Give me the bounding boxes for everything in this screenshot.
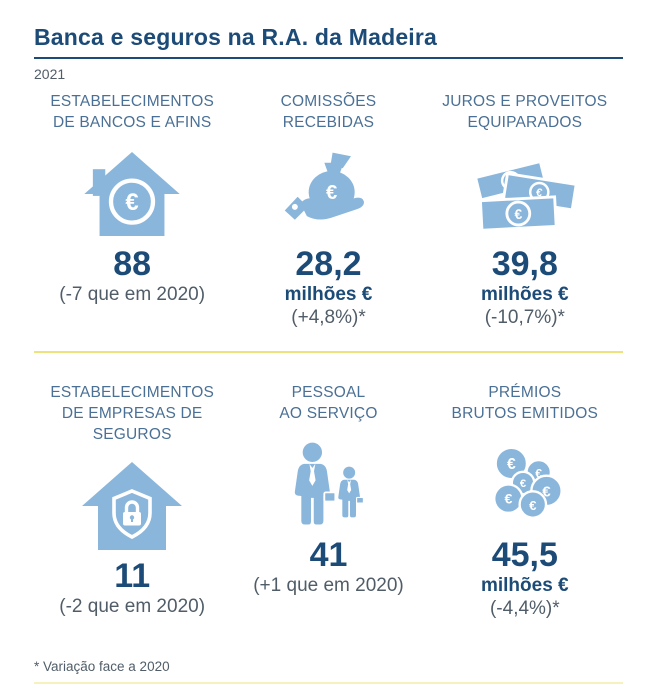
panel-bancos-afins: ESTABELECIMENTOS DE BANCOS E AFINS € 88 … [34, 92, 230, 329]
euro-symbol: € [529, 498, 537, 513]
panel-title-line: ESTABELECIMENTOS [50, 93, 215, 110]
stat-change: (-7 que em 2020) [59, 283, 206, 305]
panel-title-line: PRÉMIOS [488, 384, 562, 402]
section-divider [34, 351, 623, 354]
panel-premios: PRÉMIOS BRUTOS EMITIDOS € € € € € € [427, 383, 623, 620]
panel-title-line: COMISSÕES [280, 93, 377, 110]
panel-title: JUROS E PROVEITOS EQUIPARADOS [442, 92, 607, 134]
stat-value: 41 [309, 536, 348, 575]
icon-box: € [84, 148, 180, 240]
stats-row-insurance: ESTABELECIMENTOS DE EMPRESAS DE SEGUROS … [34, 383, 623, 620]
stat-value: 88 [113, 245, 152, 283]
bottom-accent-line [34, 682, 623, 684]
stat-change: (-2 que em 2020) [59, 595, 206, 617]
panel-title: ESTABELECIMENTOS DE BANCOS E AFINS [50, 92, 214, 134]
stat-unit: milhões € [480, 574, 569, 596]
stat-unit: milhões € [284, 283, 373, 305]
stat-change: (-10,7%)* [484, 306, 565, 328]
euro-coins-icon: € € € € € € [492, 446, 563, 519]
panel-juros: JUROS E PROVEITOS EQUIPARADOS € € [427, 92, 623, 329]
icon-box: € € € [466, 148, 584, 240]
footnote: * Variação face a 2020 [34, 659, 170, 674]
stat-value: 39,8 [491, 245, 558, 283]
panel-title-line: DE BANCOS E AFINS [52, 113, 212, 131]
panel-title: PESSOAL AO SERVIÇO [279, 383, 377, 425]
euro-symbol: € [520, 478, 527, 490]
euro-symbol: € [542, 483, 551, 500]
panel-title-line: AO SERVIÇO [279, 404, 378, 422]
euro-symbol: € [126, 189, 139, 216]
stat-change: (+4,8%)* [291, 306, 366, 328]
panel-comissoes: COMISSÕES RECEBIDAS € 28,2 milhões € (+4… [230, 92, 426, 329]
page-title: Banca e seguros na R.A. da Madeira [34, 24, 438, 50]
panel-title-line: JUROS E PROVEITOS [442, 93, 608, 110]
icon-box: € € € € € € [476, 439, 574, 531]
shield-lock-house-icon [82, 461, 183, 550]
title-block: Banca e seguros na R.A. da Madeira [34, 24, 623, 59]
footer: * Variação face a 2020 [34, 659, 623, 684]
stat-value: 45,5 [491, 536, 558, 575]
panel-seguros: ESTABELECIMENTOS DE EMPRESAS DE SEGUROS … [34, 383, 230, 620]
panel-title-line: RECEBIDAS [282, 113, 375, 131]
stats-row-banking: ESTABELECIMENTOS DE BANCOS E AFINS € 88 … [34, 92, 623, 329]
panel-title-line: PESSOAL [291, 384, 366, 402]
banknotes-euro-icon: € € € [473, 159, 578, 232]
panel-title: COMISSÕES RECEBIDAS [281, 92, 377, 134]
year-label: 2021 [34, 66, 66, 82]
stat-value: 28,2 [295, 245, 362, 283]
panel-pessoal: PESSOAL AO SERVIÇO [230, 383, 426, 620]
bank-house-euro-icon: € [84, 152, 180, 236]
panel-title-line: EQUIPARADOS [467, 113, 583, 131]
panel-title: ESTABELECIMENTOS DE EMPRESAS DE SEGUROS [34, 383, 230, 446]
euro-symbol: € [504, 492, 512, 508]
stat-change: (+1 que em 2020) [253, 574, 404, 596]
icon-box [80, 460, 184, 552]
euro-symbol: € [507, 456, 516, 473]
stat-value: 11 [114, 556, 151, 595]
stat-unit: milhões € [480, 283, 569, 305]
hand-money-bag-icon: € [285, 152, 365, 220]
euro-symbol: € [535, 466, 542, 480]
euro-symbol: € [514, 207, 523, 222]
euro-symbol: € [535, 187, 543, 200]
staff-people-icon [294, 441, 365, 526]
panel-title-line: BRUTOS EMITIDOS [451, 404, 599, 422]
euro-symbol: € [327, 182, 338, 204]
panel-title-line: ESTABELECIMENTOS [50, 384, 215, 402]
icon-box [282, 439, 374, 531]
stat-change: (-4,4%)* [489, 597, 560, 619]
icon-box: € [282, 148, 374, 240]
panel-title: PRÉMIOS BRUTOS EMITIDOS [452, 383, 599, 425]
panel-title-line: DE EMPRESAS DE SEGUROS [61, 404, 203, 443]
